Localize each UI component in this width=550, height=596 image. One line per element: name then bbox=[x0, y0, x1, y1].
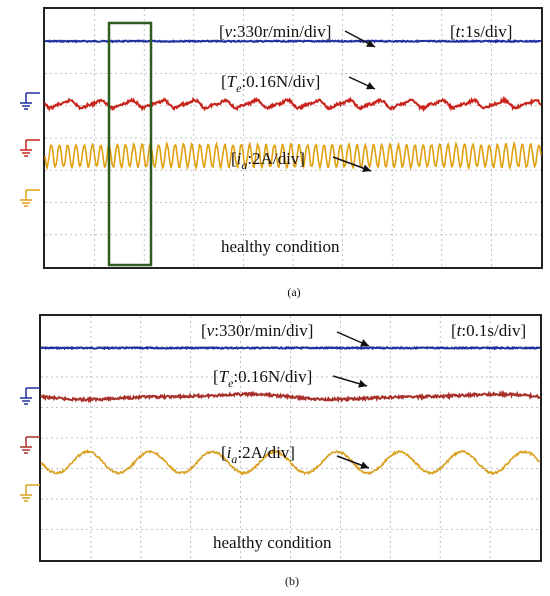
ground-marker-current-b bbox=[20, 484, 40, 502]
speed-scale-label: [v:330r/min/div] bbox=[219, 22, 331, 41]
scope-plot-a: [v:330r/min/div] [t:1s/div] [Te:0.16N/div]… bbox=[44, 9, 542, 267]
torque-scale-label: [Te:0.16N/div] bbox=[221, 72, 320, 95]
scope-plot-b: [v:330r/min/div] [t:0.1s/div] [Te:0.16N/di… bbox=[40, 316, 541, 560]
condition-annotation: healthy condition bbox=[213, 533, 332, 552]
trace-current bbox=[44, 140, 542, 171]
speed-arrow bbox=[336, 331, 370, 347]
torque-arrow bbox=[348, 76, 376, 90]
ground-marker-speed-a bbox=[20, 92, 40, 110]
condition-annotation: healthy condition bbox=[221, 237, 340, 256]
trace-speed bbox=[40, 345, 541, 351]
ground-marker-current-a bbox=[20, 189, 40, 207]
scope-panel-a: [v:330r/min/div] [t:1s/div] [Te:0.16N/div]… bbox=[43, 7, 543, 269]
channel-ground-markers bbox=[20, 92, 40, 502]
ground-marker-torque-a bbox=[20, 139, 40, 157]
time-scale-label: [t:1s/div] bbox=[450, 22, 512, 41]
current-scale-label: [ia:2A/div] bbox=[221, 443, 295, 466]
grid bbox=[45, 9, 541, 267]
torque-arrow bbox=[332, 375, 368, 388]
time-scale-label: [t:0.1s/div] bbox=[451, 321, 526, 340]
scope-panel-b: [v:330r/min/div] [t:0.1s/div] [Te:0.16N/di… bbox=[39, 314, 542, 562]
trace-torque bbox=[40, 389, 541, 404]
trace-current bbox=[40, 448, 541, 477]
grid bbox=[41, 316, 540, 560]
caption-a: (a) bbox=[287, 285, 301, 299]
current-arrow bbox=[336, 455, 370, 469]
speed-arrow bbox=[344, 30, 376, 48]
torque-scale-label: [Te:0.16N/div] bbox=[213, 367, 312, 390]
highlight-box bbox=[107, 21, 153, 267]
ground-marker-torque-b bbox=[20, 436, 40, 454]
caption-b: (b) bbox=[285, 574, 299, 588]
trace-speed bbox=[44, 39, 542, 44]
trace-torque bbox=[44, 95, 542, 113]
current-scale-label: [ia:2A/div] bbox=[231, 149, 305, 172]
speed-scale-label: [v:330r/min/div] bbox=[201, 321, 313, 340]
current-arrow bbox=[332, 156, 372, 172]
ground-marker-speed-b bbox=[20, 387, 40, 405]
